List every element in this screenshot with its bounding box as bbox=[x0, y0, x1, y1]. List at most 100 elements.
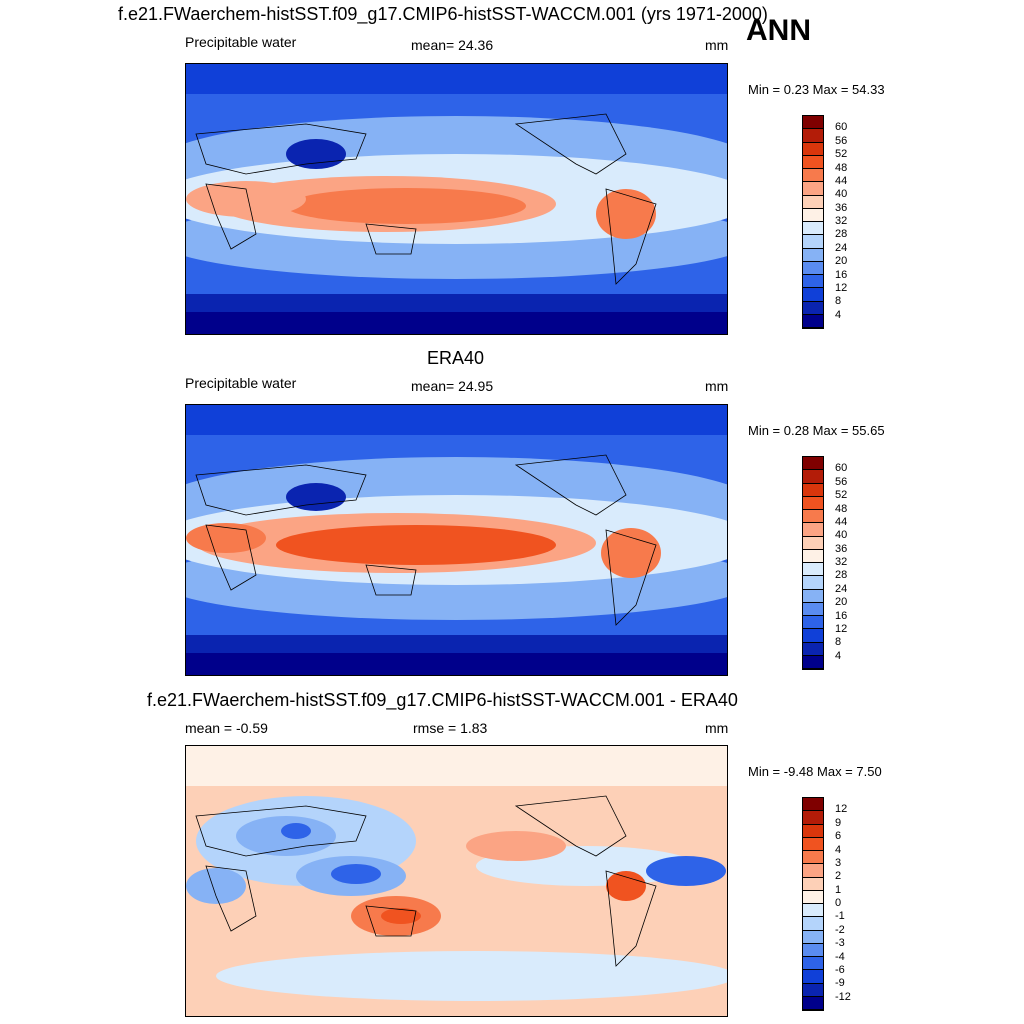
colorbar-segment bbox=[803, 523, 823, 537]
colorbar-tick-label: 12 bbox=[835, 622, 848, 635]
colorbar-segment bbox=[803, 616, 823, 630]
colorbar-segment bbox=[803, 182, 823, 196]
colorbar-tick-label: 36 bbox=[835, 201, 848, 214]
colorbar-segment bbox=[803, 983, 823, 997]
colorbar-segment bbox=[803, 142, 823, 156]
colorbar-segment bbox=[803, 457, 823, 471]
colorbar-segment bbox=[803, 470, 823, 484]
panel-1-mean: mean= 24.36 bbox=[411, 37, 494, 53]
coastline-north-america bbox=[514, 113, 627, 175]
colorbar-segment bbox=[803, 129, 823, 143]
colorbar-tick-label: 3 bbox=[835, 856, 842, 869]
panel-3-mean: mean = -0.59 bbox=[185, 720, 268, 736]
colorbar-segment bbox=[803, 930, 823, 944]
colorbar-tick-label: 16 bbox=[835, 268, 848, 281]
colorbar-segment bbox=[803, 837, 823, 851]
colorbar-segment bbox=[803, 589, 823, 603]
colorbar-tick-label: 28 bbox=[835, 228, 848, 241]
colorbar-tick-label: 2 bbox=[835, 870, 842, 883]
colorbar-segment bbox=[803, 155, 823, 169]
colorbar-segment bbox=[803, 563, 823, 577]
colorbar-tick-label: 16 bbox=[835, 609, 848, 622]
colorbar-tick-label: -9 bbox=[835, 977, 845, 990]
colorbar-tick-label: -6 bbox=[835, 963, 845, 976]
colorbar-tick-label: 52 bbox=[835, 148, 848, 161]
colorbar-segment bbox=[803, 195, 823, 209]
colorbar-segment bbox=[803, 943, 823, 957]
colorbar-segment bbox=[803, 549, 823, 563]
panel-3-minmax: Min = -9.48 Max = 7.50 bbox=[748, 764, 882, 779]
colorbar-segment bbox=[803, 301, 823, 315]
colorbar-tick-label: 12 bbox=[835, 281, 848, 294]
colorbar-tick-label: 60 bbox=[835, 121, 848, 134]
colorbar-segment bbox=[803, 824, 823, 838]
colorbar-tick-label: 60 bbox=[835, 462, 848, 475]
colorbar-segment bbox=[803, 798, 823, 812]
colorbar-tick-label: 40 bbox=[835, 188, 848, 201]
colorbar-segment bbox=[803, 235, 823, 249]
colorbar-tick-label: 4 bbox=[835, 649, 842, 662]
colorbar-segment bbox=[803, 576, 823, 590]
coastline-africa bbox=[205, 183, 257, 250]
colorbar-segment bbox=[803, 483, 823, 497]
coastline-south-america bbox=[605, 188, 657, 285]
colorbar-tick-label: 9 bbox=[835, 816, 842, 829]
colorbar-tick-label: 36 bbox=[835, 542, 848, 555]
colorbar-tick-label: 40 bbox=[835, 529, 848, 542]
colorbar-segment bbox=[803, 496, 823, 510]
colorbar-segment bbox=[803, 510, 823, 524]
colorbar-segment bbox=[803, 536, 823, 550]
panel-2-variable-label: Precipitable water bbox=[185, 375, 297, 391]
colorbar-tick-label: 44 bbox=[835, 174, 848, 187]
colorbar-tick-label: 6 bbox=[835, 830, 842, 843]
colorbar-tick-label: 48 bbox=[835, 161, 848, 174]
colorbar-tick-label: 8 bbox=[835, 295, 842, 308]
colorbar-tick-label: 4 bbox=[835, 308, 842, 321]
colorbar-segment bbox=[803, 851, 823, 865]
colorbar-segment bbox=[803, 602, 823, 616]
panel-2-mean: mean= 24.95 bbox=[411, 378, 494, 394]
colorbar-segment bbox=[803, 314, 823, 328]
colorbar-segment bbox=[803, 248, 823, 262]
colorbar-segment bbox=[803, 169, 823, 183]
colorbar-segment bbox=[803, 208, 823, 222]
colorbar-segment bbox=[803, 904, 823, 918]
panel-3-colorbar bbox=[802, 797, 824, 1011]
colorbar-segment bbox=[803, 917, 823, 931]
panel-3-map bbox=[185, 745, 728, 1017]
colorbar-segment bbox=[803, 629, 823, 643]
panel-1-colorbar bbox=[802, 115, 824, 329]
colorbar-tick-label: 32 bbox=[835, 556, 848, 568]
colorbar-segment bbox=[803, 275, 823, 289]
colorbar-tick-label: -2 bbox=[835, 923, 845, 936]
panel-1-variable-label: Precipitable water bbox=[185, 34, 297, 50]
panel-2-minmax: Min = 0.28 Max = 55.65 bbox=[748, 423, 885, 438]
colorbar-tick-label: 28 bbox=[835, 569, 848, 582]
colorbar-segment bbox=[803, 970, 823, 984]
colorbar-tick-label: 32 bbox=[835, 215, 848, 227]
colorbar-tick-label: 48 bbox=[835, 502, 848, 515]
coastline-eurasia bbox=[195, 123, 367, 175]
panel-1-units: mm bbox=[705, 37, 729, 53]
panel-2-map bbox=[185, 404, 728, 676]
colorbar-tick-label: 12 bbox=[835, 803, 848, 816]
colorbar-segment bbox=[803, 261, 823, 275]
colorbar-tick-label: 20 bbox=[835, 596, 848, 609]
colorbar-tick-label: -4 bbox=[835, 950, 845, 963]
colorbar-tick-label: -3 bbox=[835, 937, 845, 950]
colorbar-segment bbox=[803, 655, 823, 669]
colorbar-segment bbox=[803, 116, 823, 130]
season-label: ANN bbox=[746, 14, 811, 47]
panel-3-title: f.e21.FWaerchem-histSST.f09_g17.CMIP6-hi… bbox=[147, 690, 738, 710]
colorbar-tick-label: 8 bbox=[835, 636, 842, 649]
panel-1-title: f.e21.FWaerchem-histSST.f09_g17.CMIP6-hi… bbox=[118, 4, 768, 24]
colorbar-tick-label: 0 bbox=[835, 897, 842, 909]
panel-2-units: mm bbox=[705, 378, 729, 394]
panel-3-units: mm bbox=[705, 720, 729, 736]
colorbar-tick-label: 20 bbox=[835, 255, 848, 268]
panel-1-minmax: Min = 0.23 Max = 54.33 bbox=[748, 82, 885, 97]
colorbar-segment bbox=[803, 890, 823, 904]
colorbar-segment bbox=[803, 642, 823, 656]
colorbar-tick-label: 56 bbox=[835, 475, 848, 488]
colorbar-segment bbox=[803, 877, 823, 891]
